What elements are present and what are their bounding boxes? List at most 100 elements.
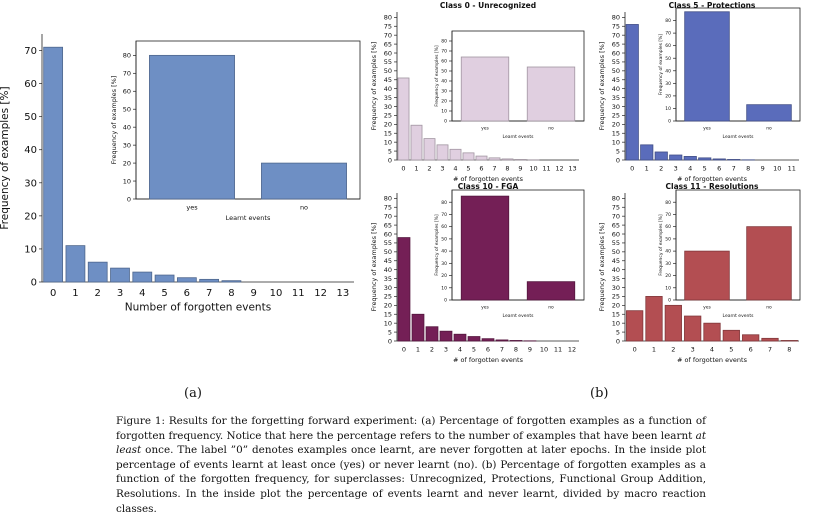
b10_main-y-tick-label: 45 [384, 257, 392, 265]
b0_inset-y-tick-label: 20 [441, 99, 447, 105]
b5_inset-y-tick-label: 70 [665, 31, 671, 37]
b10_main-y-tick-label: 60 [384, 230, 392, 238]
b11_main-ylabel: Frequency of examples [%] [598, 223, 606, 312]
a_main-x-tick-label: 0 [50, 288, 56, 299]
b10_inset-y-tick-label: 80 [441, 200, 447, 206]
b0_main-bar [398, 78, 409, 160]
b11_inset-y-tick-label: 30 [665, 261, 671, 267]
b10_main-bar [454, 334, 466, 341]
a_inset-ylabel: Frequency of examples [%] [110, 76, 118, 165]
b0_main-y-tick-label: 40 [384, 85, 392, 93]
a_main-y-tick-label: 50 [24, 112, 37, 123]
b5_main-bar [713, 159, 725, 160]
b0_main-x-tick-label: 6 [479, 165, 483, 173]
b11_main-y-tick-label: 55 [612, 239, 620, 247]
a_main-y-tick-label: 70 [24, 46, 37, 57]
b0_main-y-tick-label: 75 [384, 23, 392, 31]
b10_main-y-tick-label: 40 [384, 266, 392, 274]
b11_main-bar [646, 296, 662, 341]
b5_inset-y-tick-label: 0 [668, 119, 671, 125]
b0_main-bar [502, 159, 513, 160]
b11_main-x-tick-label: 2 [671, 346, 675, 354]
b11_inset-y-tick-label: 50 [665, 236, 671, 242]
a_main-y-tick-label: 0 [31, 278, 37, 289]
b0_main-x-tick-label: 11 [542, 165, 550, 173]
a_main-y-tick-label: 20 [24, 211, 37, 222]
b11_inset-y-tick-label: 0 [668, 298, 671, 304]
b0_inset-y-tick-label: 10 [441, 109, 447, 115]
b5_inset-x-tick-label: no [766, 127, 772, 132]
a_inset-y-tick-label: 0 [127, 195, 131, 203]
b10_main-y-tick-label: 55 [384, 239, 392, 247]
b0_inset-bar [461, 57, 509, 121]
b0_inset-y-tick-label: 50 [441, 69, 447, 75]
b5_main-x-tick-label: 4 [688, 165, 692, 173]
a_main-bar [177, 278, 196, 282]
b0_main-x-tick-label: 12 [555, 165, 563, 173]
b10_main-bar [468, 337, 480, 341]
b11_main-bar [723, 330, 739, 341]
b5_main-y-tick-label: 15 [612, 130, 620, 138]
b5_main-bar [641, 145, 653, 160]
b11_main-bar [704, 323, 720, 341]
b11_main-x-tick-label: 0 [633, 346, 637, 354]
b11_main-x-tick-label: 6 [749, 346, 753, 354]
b10_main-x-tick-label: 3 [444, 346, 448, 354]
b5_main-bar [670, 155, 682, 160]
b11_main-y-tick-label: 30 [612, 284, 620, 292]
b5_main-y-tick-label: 75 [612, 23, 620, 31]
b10_main-x-tick-label: 9 [528, 346, 532, 354]
a_inset-y-tick-label: 10 [123, 177, 131, 185]
b11_inset-bar [747, 227, 792, 300]
b0_main-x-tick-label: 5 [466, 165, 470, 173]
b0_main-y-tick-label: 50 [384, 67, 392, 75]
b11_main-y-tick-label: 40 [612, 266, 620, 274]
b10_inset-y-tick-label: 50 [441, 236, 447, 242]
b5_main-x-tick-label: 11 [788, 165, 796, 173]
b0_inset-y-tick-label: 60 [441, 59, 447, 65]
caption-part-1: Figure 1: Results for the forgetting for… [116, 415, 706, 442]
b11_main-y-tick-label: 75 [612, 204, 620, 212]
a_main-x-tick-label: 12 [314, 288, 327, 299]
b11_main-y-tick-label: 70 [612, 212, 620, 220]
b0_main-x-tick-label: 10 [529, 165, 537, 173]
b5_inset-y-tick-label: 30 [665, 81, 671, 87]
a_main-y-tick-label: 30 [24, 178, 37, 189]
b10_main-y-tick-label: 80 [384, 195, 392, 203]
b11_main-y-tick-label: 25 [612, 293, 620, 301]
b5_main-bar [626, 24, 638, 160]
a_inset-xlabel: Learnt events [226, 214, 271, 222]
b0_main-y-tick-label: 65 [384, 40, 392, 48]
b0_main-x-tick-label: 2 [427, 165, 431, 173]
b0_main-y-tick-label: 60 [384, 49, 392, 57]
panel-a-label: (a) [184, 386, 202, 401]
b5_inset-bar [747, 105, 792, 121]
panel-b-label: (b) [590, 386, 608, 401]
b10_main-x-tick-label: 1 [416, 346, 420, 354]
b0_main-y-tick-label: 20 [384, 121, 392, 129]
b5_main-y-tick-label: 20 [612, 121, 620, 129]
a_main-y-tick-label: 60 [24, 79, 37, 90]
b10_main-y-tick-label: 35 [384, 275, 392, 283]
b0_main-bar [424, 139, 435, 160]
b10_main-bar [482, 339, 494, 341]
a_main-x-tick-label: 7 [206, 288, 212, 299]
b5_main-x-tick-label: 6 [717, 165, 721, 173]
b5_main-y-tick-label: 30 [612, 103, 620, 111]
b11_inset-ylabel: Frequency of examples [%] [658, 214, 664, 276]
b10_main-y-tick-label: 70 [384, 212, 392, 220]
b5_main-x-tick-label: 7 [732, 165, 736, 173]
b0_main-bar [437, 145, 448, 160]
a_main-x-tick-label: 3 [117, 288, 123, 299]
b10_main-ylabel: Frequency of examples [%] [370, 223, 378, 312]
b10_main-x-tick-label: 6 [486, 346, 490, 354]
b5_main-y-tick-label: 60 [612, 49, 620, 57]
b0_main-y-tick-label: 0 [388, 156, 392, 164]
b5_main-y-tick-label: 0 [616, 156, 620, 164]
b11_inset-x-tick-label: no [766, 306, 772, 311]
b5_main-bar [684, 156, 696, 160]
b11_main-x-tick-label: 8 [787, 346, 791, 354]
a_main-x-tick-label: 6 [184, 288, 190, 299]
b0_main-bar [450, 149, 461, 160]
a_inset-y-tick-label: 50 [123, 106, 131, 114]
